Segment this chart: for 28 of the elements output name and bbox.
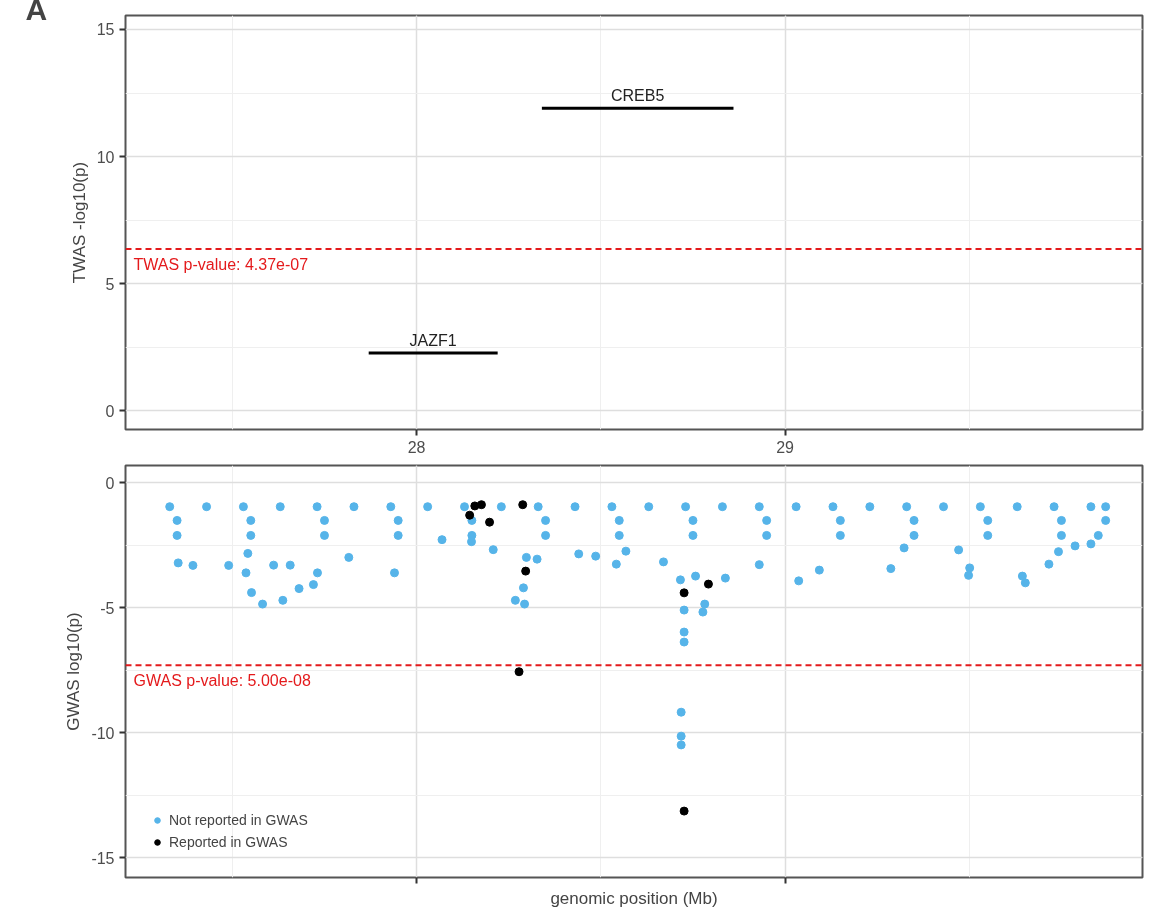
point xyxy=(703,579,713,589)
y-tick-label: -10 xyxy=(91,724,115,742)
point xyxy=(521,566,531,576)
y-tick-label: -5 xyxy=(100,599,115,617)
annotation: GWAS p-value: 5.00e-08 xyxy=(133,672,311,690)
point xyxy=(514,667,524,677)
y-tick-label: 5 xyxy=(105,275,115,293)
y-tick-label: -15 xyxy=(91,849,115,867)
point xyxy=(679,588,689,598)
x-tick-label: 29 xyxy=(776,438,795,456)
y-tick-label: 15 xyxy=(96,21,115,39)
x-axis-title: genomic position (Mb) xyxy=(550,888,718,908)
legend-label: Not reported in GWAS xyxy=(169,812,308,828)
series-label: CREB5 xyxy=(611,87,665,105)
point xyxy=(518,500,528,510)
legend-label: Reported in GWAS xyxy=(169,834,288,850)
point xyxy=(476,500,486,510)
point xyxy=(485,517,495,527)
point xyxy=(465,510,475,520)
series-label: JAZF1 xyxy=(409,332,457,349)
y-axis-title: TWAS -log10(p) xyxy=(69,161,89,284)
annotation: TWAS p-value: 4.37e-07 xyxy=(133,256,309,274)
point xyxy=(679,806,689,816)
y-axis-title: GWAS log10(p) xyxy=(64,612,84,731)
y-tick-label: 0 xyxy=(105,402,115,420)
x-tick-label: 28 xyxy=(407,438,426,456)
y-tick-label: 10 xyxy=(96,148,115,166)
y-tick-label: 0 xyxy=(105,474,115,492)
